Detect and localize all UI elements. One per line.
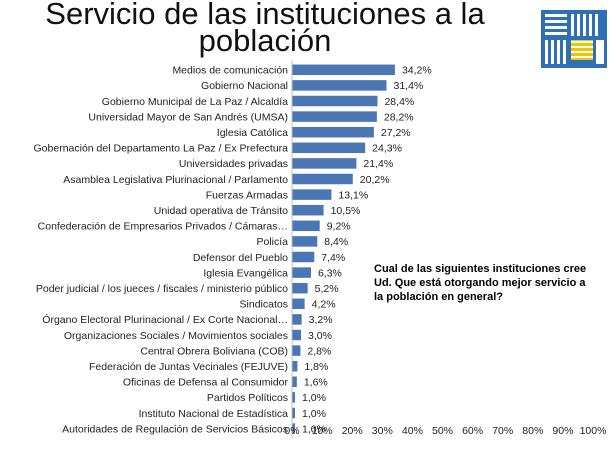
category-label: Partidos Políticos bbox=[207, 392, 288, 404]
title-line-2: población bbox=[198, 23, 332, 58]
value-label: 3,0% bbox=[308, 330, 332, 342]
bar bbox=[292, 204, 324, 216]
survey-question: Cual de las siguientes instituciones cre… bbox=[374, 263, 587, 303]
value-label: 24,3% bbox=[372, 143, 402, 155]
category-label: Confederación de Empresarios Privados / … bbox=[38, 221, 288, 233]
bar bbox=[292, 111, 377, 122]
bar bbox=[292, 282, 308, 294]
value-label: 27,2% bbox=[381, 127, 411, 139]
x-tick-label: 10% bbox=[312, 425, 333, 437]
x-tick-label: 90% bbox=[552, 425, 573, 437]
bar bbox=[292, 64, 395, 76]
institution-logo-icon bbox=[541, 10, 607, 68]
x-tick-label: 60% bbox=[462, 425, 483, 437]
category-label: Gobierno Municipal de La Paz / Alcaldía bbox=[102, 96, 288, 108]
title-line-1: Servicio de las instituciones a la bbox=[45, 0, 485, 31]
category-label: Medios de comunicación bbox=[172, 65, 288, 77]
bar bbox=[292, 329, 302, 341]
value-label: 6,3% bbox=[318, 267, 342, 279]
bar bbox=[292, 142, 366, 154]
bar bbox=[292, 220, 320, 232]
value-label: 1,0% bbox=[302, 423, 326, 435]
value-label: 21,4% bbox=[363, 158, 393, 170]
bar bbox=[292, 189, 332, 200]
category-label: Universidades privadas bbox=[179, 158, 288, 170]
category-label: Central Obrera Boliviana (COB) bbox=[140, 345, 288, 357]
value-label: 28,4% bbox=[384, 96, 414, 108]
bar bbox=[292, 407, 296, 419]
category-label: Autoridades de Regulación de Servicios B… bbox=[62, 423, 288, 435]
category-label: Oficinas de Defensa al Consumidor bbox=[123, 377, 289, 389]
value-label: 1,0% bbox=[302, 408, 326, 420]
value-label: 2,8% bbox=[307, 345, 331, 357]
category-label: Policía bbox=[256, 236, 288, 248]
value-label: 3,2% bbox=[309, 314, 333, 326]
value-label: 34,2% bbox=[402, 65, 432, 77]
bar bbox=[292, 423, 296, 434]
value-label: 1,6% bbox=[304, 377, 328, 389]
category-label: Federación de Juntas Vecinales (FEJUVE) bbox=[89, 361, 288, 373]
value-label: 5,2% bbox=[315, 283, 339, 295]
bar bbox=[292, 345, 301, 356]
x-tick-label: 20% bbox=[342, 425, 363, 437]
category-label: Iglesia Católica bbox=[217, 127, 288, 139]
bar bbox=[292, 80, 387, 91]
category-label: Defensor del Pueblo bbox=[193, 252, 288, 264]
category-label: Instituto Nacional de Estadística bbox=[139, 408, 289, 420]
bar bbox=[292, 95, 378, 107]
x-tick-label: 30% bbox=[372, 425, 393, 437]
value-label: 31,4% bbox=[394, 80, 424, 92]
category-label: Sindicatos bbox=[240, 299, 288, 311]
value-label: 13,1% bbox=[338, 189, 368, 201]
category-label: Universidad Mayor de San Andrés (UMSA) bbox=[88, 111, 288, 123]
category-label: Unidad operativa de Tránsito bbox=[154, 205, 288, 217]
category-label: Gobierno Nacional bbox=[201, 80, 288, 92]
category-label: Asamblea Legislativa Plurinacional / Par… bbox=[63, 174, 288, 186]
bar bbox=[292, 158, 357, 169]
bar bbox=[292, 267, 311, 278]
x-tick-label: 100% bbox=[580, 425, 607, 437]
value-label: 1,0% bbox=[302, 392, 326, 404]
bar bbox=[292, 392, 296, 403]
value-label: 8,4% bbox=[324, 236, 348, 248]
x-tick-label: 70% bbox=[492, 425, 513, 437]
category-label: Iglesia Evangélica bbox=[203, 267, 288, 279]
bar bbox=[292, 314, 302, 325]
x-tick-label: 0% bbox=[284, 425, 299, 437]
value-label: 4,2% bbox=[312, 299, 336, 311]
bar bbox=[292, 360, 298, 372]
page-title: Servicio de las instituciones a la pobla… bbox=[0, 0, 530, 58]
bar bbox=[292, 251, 315, 263]
category-label: Gobernación del Departamento La Paz / Ex… bbox=[34, 143, 289, 155]
bar bbox=[292, 236, 318, 247]
category-label: Órgano Electoral Plurinacional / Ex Cort… bbox=[42, 313, 288, 326]
x-tick-label: 80% bbox=[522, 425, 543, 437]
x-tick-label: 50% bbox=[432, 425, 453, 437]
bar bbox=[292, 298, 305, 310]
value-label: 10,5% bbox=[331, 205, 361, 217]
bar bbox=[292, 126, 374, 138]
value-label: 7,4% bbox=[321, 252, 345, 264]
value-label: 9,2% bbox=[327, 221, 351, 233]
value-label: 28,2% bbox=[384, 111, 414, 123]
value-label: 20,2% bbox=[360, 174, 390, 186]
value-label: 1,8% bbox=[304, 361, 328, 373]
category-label: Organizaciones Sociales / Movimientos so… bbox=[64, 330, 288, 342]
category-label: Poder judicial / los jueces / fiscales /… bbox=[36, 283, 288, 295]
category-label: Fuerzas Armadas bbox=[206, 189, 288, 201]
x-tick-label: 40% bbox=[402, 425, 423, 437]
bar bbox=[292, 173, 353, 185]
bar bbox=[292, 376, 297, 388]
